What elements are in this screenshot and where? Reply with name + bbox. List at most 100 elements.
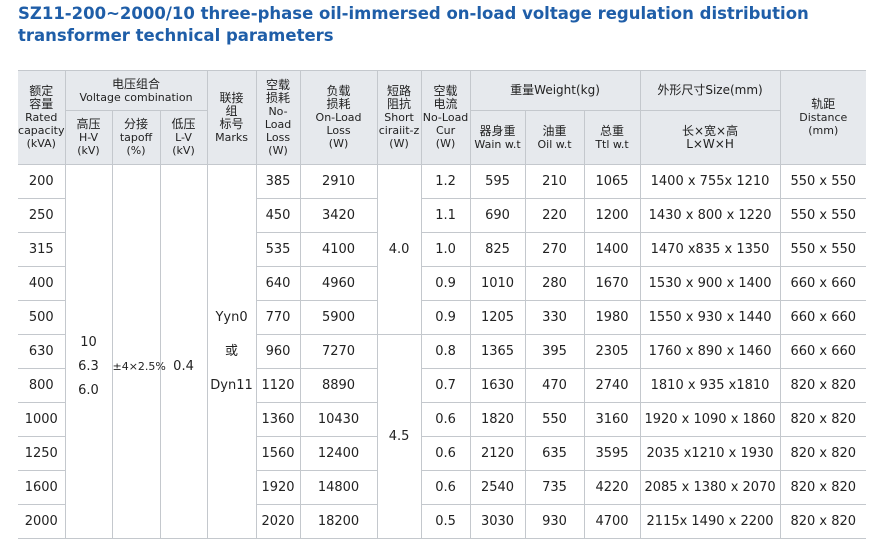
cell: 3420: [299, 198, 378, 233]
cell-line: H-V: [78, 131, 99, 144]
cell: 1920: [255, 470, 301, 505]
header-row: 额定 容量 Rated capacity (kVA) 电压组合 Voltage combin…: [18, 70, 867, 165]
cell-line: Voltage combination: [79, 90, 193, 104]
cell: 1120: [255, 368, 301, 403]
merged-cell: Yyn0 或 Dyn11: [206, 164, 257, 539]
header-cell: 电压组合 Voltage combination: [64, 70, 208, 111]
cell: 450: [255, 198, 301, 233]
cell: 820 x 820: [779, 368, 867, 403]
cell: 0.9: [420, 300, 471, 335]
cell: 385: [255, 164, 301, 199]
cell: 250: [18, 198, 66, 233]
cell: 960: [255, 334, 301, 369]
cell: 4.0: [376, 164, 422, 335]
cell: 2035 x1210 x 1930: [639, 436, 781, 471]
cell: 820 x 820: [779, 504, 867, 539]
cell: 660 x 660: [779, 266, 867, 301]
cell-line: 容量: [29, 97, 54, 111]
title: SZ11-200~2000/10 three-phase oil-immerse…: [18, 4, 809, 45]
header-cell: 空载 电流 No-Load Cur (W): [420, 70, 471, 165]
header-cell: 总重 Ttl w.t: [583, 110, 641, 165]
header-cell: 空载 损耗 No-Load Loss (W): [255, 70, 301, 165]
cell: 0.6: [420, 470, 471, 505]
cell: 1820: [469, 402, 526, 437]
cell: 1360: [255, 402, 301, 437]
cell-line: 电压组合: [112, 76, 161, 91]
data-row: 800 1120 8890 0.7 1630 470 2740 1810 x 935 x181…: [18, 368, 867, 403]
cell: 825: [469, 232, 526, 267]
cell: 4220: [583, 470, 641, 505]
data-row: 630 960 7270 4.5 0.8 1365 395 2305 1760 x 890 x …: [18, 334, 867, 539]
cell: 2115x 1490 x 2200: [639, 504, 781, 539]
cell: 690: [469, 198, 526, 233]
cell: 735: [524, 470, 585, 505]
cell-line: Short: [384, 111, 414, 124]
cell: 550 x 550: [779, 232, 867, 267]
cell: 1470 x835 x 1350: [639, 232, 781, 267]
cell: 2305: [583, 334, 641, 369]
cell: 3595: [583, 436, 641, 471]
cell-line: 阻抗: [387, 97, 412, 111]
cell-line: 长×宽×高: [681, 123, 739, 138]
cell: 2085 x 1380 x 2070: [639, 470, 781, 505]
cell-line: (mm): [808, 124, 839, 137]
cell: 1205: [469, 300, 526, 335]
cell: 2910: [299, 164, 378, 199]
cell-line: Yyn0: [215, 309, 248, 325]
cell-line: Loss: [265, 130, 291, 144]
cell: 1810 x 935 x1810: [639, 368, 781, 403]
cell-line: 器身重: [479, 123, 516, 138]
cell-line: ciraiit-z: [378, 124, 420, 137]
cell-line: No-Load: [264, 104, 292, 131]
cell-line: 空载: [433, 84, 458, 98]
cell: 10430: [299, 402, 378, 437]
cell-line: 联接: [219, 90, 244, 105]
cell-line: 或: [225, 343, 239, 359]
cell-line: L×W×H: [686, 136, 734, 151]
cell: 660 x 660: [779, 334, 867, 369]
cell-line: 组: [225, 103, 238, 118]
cell-line: 电流: [433, 97, 458, 111]
cell-line: Distance: [799, 111, 848, 124]
cell-line: (W): [328, 137, 349, 150]
cell: 0.7: [420, 368, 471, 403]
cell: 1920 x 1090 x 1860: [639, 402, 781, 437]
cell: 500: [18, 300, 66, 335]
cell: 7270: [299, 334, 378, 369]
cell-line: (W): [389, 137, 409, 150]
spec-table: 额定 容量 Rated capacity (kVA) 电压组合 Voltage combin…: [18, 70, 867, 539]
cell: 470: [524, 368, 585, 403]
cell: 1200: [583, 198, 641, 233]
cell-line: 低压: [171, 117, 196, 131]
cell-line: Rated: [25, 111, 58, 124]
cell: ±4×2.5%: [111, 164, 166, 539]
cell: 0.8: [420, 334, 471, 369]
cell: 630: [18, 334, 66, 369]
cell-line: No-Load: [422, 111, 469, 124]
cell: 395: [524, 334, 585, 369]
header-cell: 油重 Oil w.t: [524, 110, 585, 165]
cell-line: Wain w.t: [474, 137, 521, 151]
cell: 270: [524, 232, 585, 267]
cell: 1000: [18, 402, 66, 437]
header-cell: 高压 H-V (kV): [65, 110, 113, 165]
data-row: 1600 1920 14800 0.6 2540 735 4220 2085 x 1380 x…: [18, 470, 867, 505]
cell: 4100: [299, 232, 378, 267]
cell: 2000: [18, 504, 66, 539]
cell: 5900: [299, 300, 378, 335]
cell: 12400: [299, 436, 378, 471]
cell: 820 x 820: [779, 436, 867, 471]
cell-line: tapoff: [119, 131, 153, 144]
cell: 1560: [255, 436, 301, 471]
cell-line: Dyn11: [210, 377, 253, 393]
data-row: 400 640 4960 0.9 1010 280 1670 1530 x 900 x 140…: [18, 266, 867, 301]
cell: 315: [18, 232, 66, 267]
cell-line: 短路: [387, 84, 412, 98]
cell: 210: [524, 164, 585, 199]
cell-line: (W): [435, 137, 456, 150]
cell: 3030: [469, 504, 526, 539]
header-cell: 负载 损耗 On-Load Loss (W): [299, 70, 378, 165]
cell-line: L-V: [175, 131, 192, 144]
cell: 8890: [299, 368, 378, 403]
